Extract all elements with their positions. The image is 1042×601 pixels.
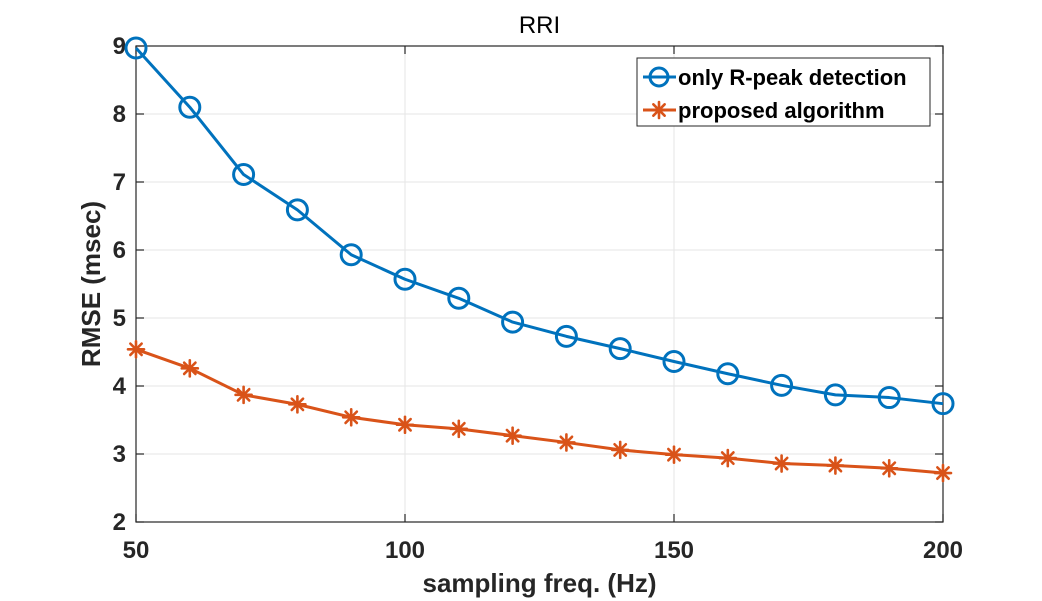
data-point xyxy=(234,385,253,405)
y-tick-label: 2 xyxy=(113,509,126,536)
x-tick-label: 50 xyxy=(123,537,150,564)
data-point xyxy=(232,163,256,187)
y-tick-label: 9 xyxy=(113,33,126,60)
x-axis-label: sampling freq. (Hz) xyxy=(422,568,656,598)
data-point xyxy=(126,339,146,359)
data-point xyxy=(610,440,630,460)
data-point xyxy=(770,373,794,397)
data-point xyxy=(662,350,686,374)
data-point xyxy=(608,337,632,361)
series-line xyxy=(134,47,944,406)
data-point xyxy=(826,456,845,475)
data-point xyxy=(178,95,202,119)
series-1 xyxy=(124,36,955,416)
data-point xyxy=(879,458,899,478)
data-point xyxy=(503,426,522,445)
data-point xyxy=(823,383,847,407)
y-tick-label: 4 xyxy=(113,373,127,400)
y-tick-label: 8 xyxy=(113,101,126,128)
data-point xyxy=(718,448,738,468)
data-point xyxy=(664,445,684,464)
series-line xyxy=(135,347,944,475)
data-point xyxy=(877,386,901,410)
data-point xyxy=(554,324,578,348)
data-point xyxy=(772,454,791,473)
legend-label-series-2: proposed algorithm xyxy=(678,98,885,123)
legend-box xyxy=(636,57,931,127)
data-point xyxy=(393,267,417,291)
x-tick-label: 200 xyxy=(923,537,963,564)
x-tick-label: 100 xyxy=(385,537,425,564)
y-tick-label: 3 xyxy=(113,441,126,468)
legend-marker-circle xyxy=(648,66,670,88)
y-tick-label: 5 xyxy=(113,305,126,332)
data-point xyxy=(447,286,471,310)
plot-frame xyxy=(135,45,944,523)
y-axis-label: RMSE (msec) xyxy=(76,201,106,367)
data-point xyxy=(395,415,415,435)
data-point xyxy=(501,310,525,334)
y-tick-label: 6 xyxy=(113,237,126,264)
data-point xyxy=(557,433,576,452)
legend-asterisk-shape xyxy=(649,100,669,120)
data-point xyxy=(931,392,955,416)
legend-marker-asterisk xyxy=(649,100,669,120)
data-point xyxy=(339,243,363,267)
series-layer xyxy=(124,36,955,483)
chart-title: RRI xyxy=(519,12,560,39)
axis-ticks: 50 100 150 200 2 3 4 5 6 7 8 9 xyxy=(113,33,963,564)
legend-label-series-1: only R-peak detection xyxy=(678,65,907,90)
series-2 xyxy=(126,339,953,483)
data-point xyxy=(341,407,361,427)
data-point xyxy=(285,198,309,222)
x-tick-label: 150 xyxy=(654,537,694,564)
data-point xyxy=(716,362,740,386)
data-point xyxy=(933,463,953,483)
legend: only R-peak detection proposed algorithm xyxy=(636,57,931,127)
data-point xyxy=(180,359,200,378)
data-point xyxy=(449,419,469,439)
data-point xyxy=(124,36,148,60)
data-point xyxy=(288,395,307,414)
y-tick-label: 7 xyxy=(113,169,126,196)
